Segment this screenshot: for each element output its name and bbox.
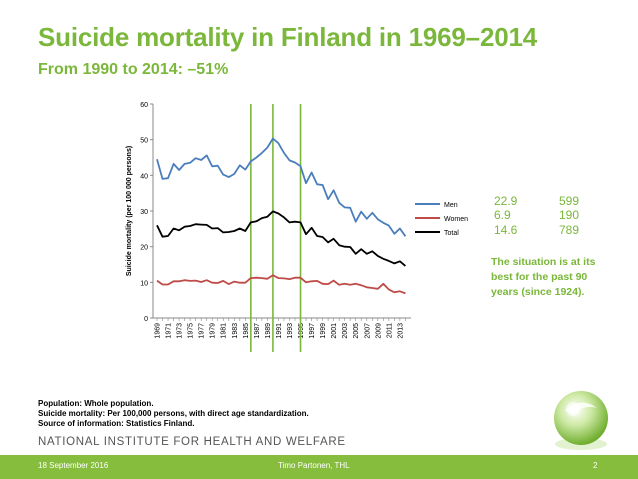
legend-label-women: Women [444, 216, 468, 223]
x-tick-label: 2001 [331, 323, 338, 339]
x-tick-label: 1985 [243, 323, 250, 339]
x-tick-label: 2007 [364, 323, 371, 339]
y-tick-label: 10 [140, 280, 148, 287]
x-tick-label: 2003 [342, 323, 349, 339]
footnotes: Population: Whole population. Suicide mo… [38, 399, 309, 429]
thl-logo-icon [554, 391, 608, 450]
x-tick-label: 1975 [188, 323, 195, 339]
x-tick-label: 1979 [210, 323, 217, 339]
slide-title: Suicide mortality in Finland in 1969–201… [38, 22, 537, 52]
y-tick-label: 60 [140, 102, 148, 109]
footer-author: Timo Partonen, THL [278, 461, 350, 470]
stat-women-count: 190 [559, 208, 580, 222]
x-tick-label: 2011 [386, 323, 393, 338]
series-line-men [156, 137, 407, 237]
stat-total-rate: 14.6 [494, 223, 518, 237]
series-line-total [156, 210, 406, 267]
slide-subtitle: From 1990 to 2014: –51% [38, 61, 229, 78]
x-tick-label: 2013 [397, 323, 404, 339]
x-tick-label: 2005 [353, 323, 360, 339]
stat-men-rate: 22.9 [494, 194, 518, 208]
y-axis-label: Suicide mortality (per 100 000 persons) [126, 146, 133, 276]
y-tick-label: 40 [140, 173, 148, 180]
x-tick-label: 1991 [276, 323, 283, 339]
legend-label-men: Men [444, 202, 458, 209]
x-tick-label: 1971 [166, 323, 173, 339]
footnote-source: Source of information: Statistics Finlan… [38, 419, 195, 428]
x-tick-label: 1997 [309, 323, 316, 339]
footnote-population: Population: Whole population. [38, 399, 154, 408]
x-tick-label: 1995 [298, 323, 305, 339]
legend-label-total: Total [444, 230, 459, 237]
x-tick-label: 1999 [320, 323, 327, 339]
footer-bar: 18 September 2016 Timo Partonen, THL 2 [0, 455, 638, 479]
x-tick-label: 1977 [199, 323, 206, 339]
situation-note: The situation is at its best for the pas… [491, 256, 596, 298]
stat-total-count: 789 [559, 223, 580, 237]
series-line-women [156, 274, 406, 295]
footer-date: 18 September 2016 [38, 461, 109, 470]
stat-men-count: 599 [559, 194, 580, 208]
y-tick-label: 30 [140, 209, 148, 216]
y-tick-label: 50 [140, 138, 148, 145]
footnote-mortality: Suicide mortality: Per 100,000 persons, … [38, 409, 309, 418]
x-tick-label: 2009 [375, 323, 382, 339]
x-tick-label: 1983 [232, 323, 239, 339]
institute-name: NATIONAL INSTITUTE FOR HEALTH AND WELFAR… [38, 436, 346, 448]
x-tick-label: 1969 [155, 323, 162, 339]
y-tick-label: 20 [140, 245, 148, 252]
stat-women-rate: 6.9 [494, 208, 511, 222]
footer-page: 2 [593, 461, 598, 470]
x-tick-label: 1987 [254, 323, 261, 339]
x-tick-label: 1993 [287, 323, 294, 339]
y-tick-label: 0 [144, 316, 148, 323]
x-tick-label: 1989 [265, 323, 272, 339]
x-tick-label: 1973 [177, 323, 184, 339]
x-tick-label: 1981 [221, 323, 228, 339]
